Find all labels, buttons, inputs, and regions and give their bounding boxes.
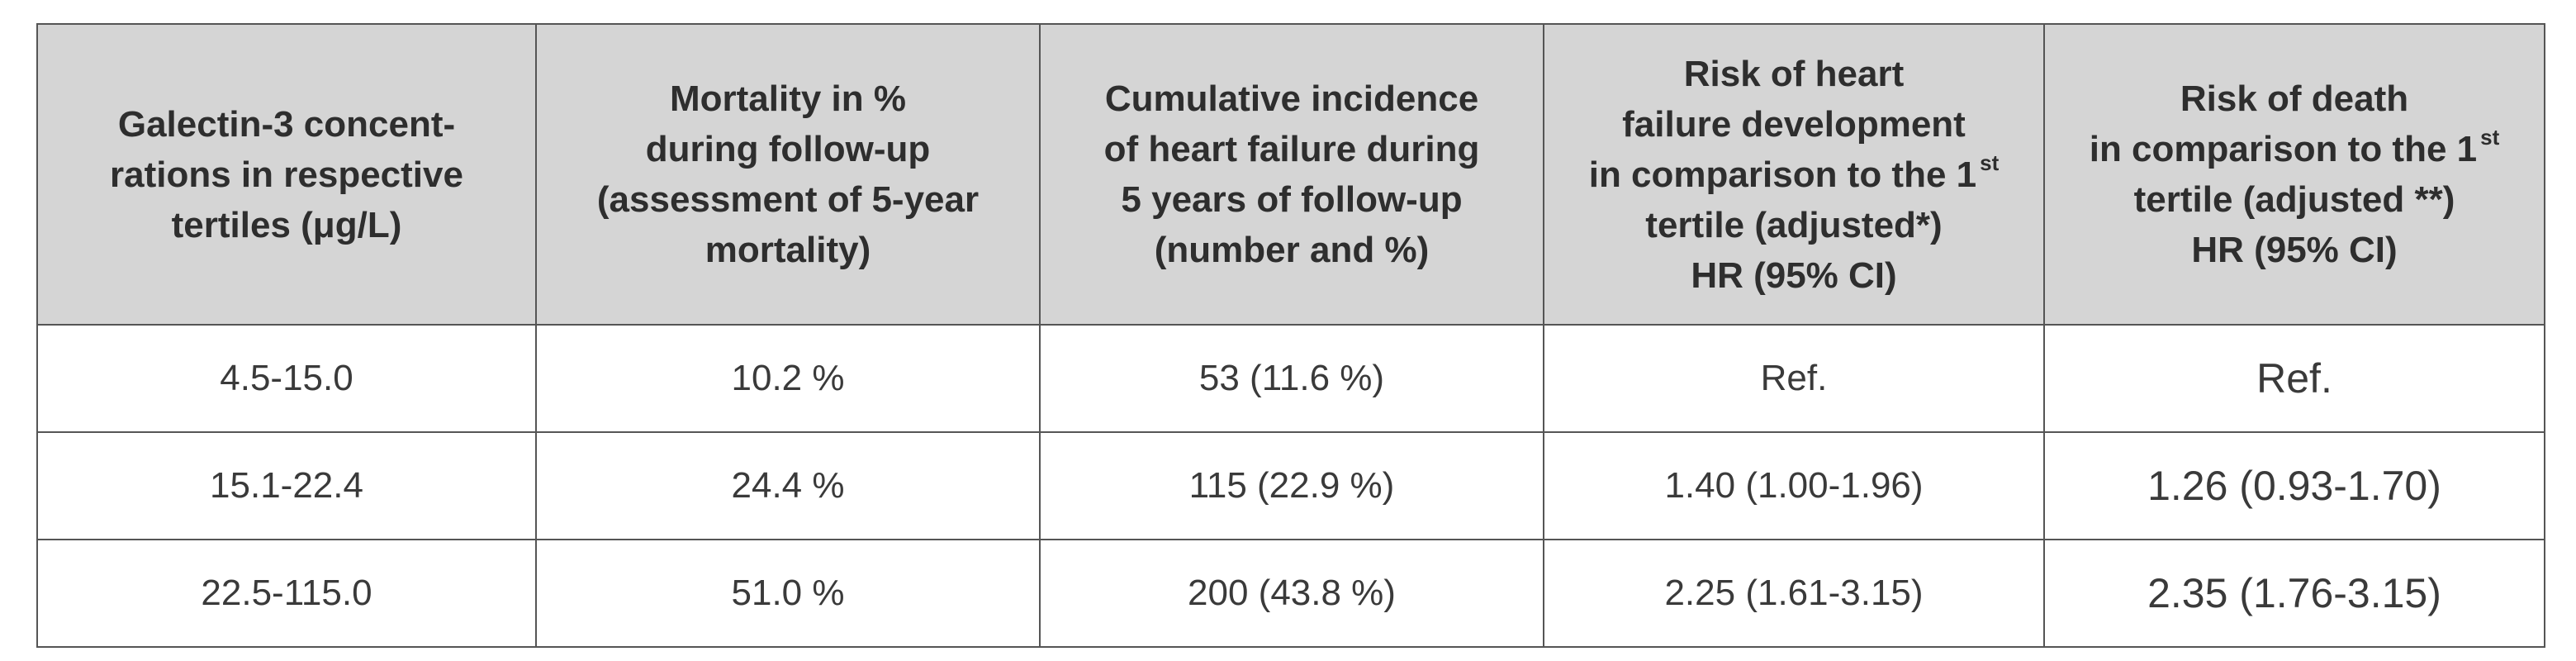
cell-death-risk: Ref. (2043, 324, 2545, 433)
header-line: tertiles (μg/L) (171, 204, 402, 245)
cell-death-risk: 2.35 (1.76-3.15) (2043, 539, 2545, 648)
header-mortality: Mortality in % during follow-up (assessm… (535, 23, 1041, 326)
header-line: Risk of death (2180, 78, 2409, 119)
header-line: (assessment of 5-year (596, 179, 980, 220)
header-line-text: in comparison to the 1 (2089, 129, 2478, 169)
header-line: mortality) (704, 230, 871, 270)
header-galectin-tertiles: Galectin-3 concent- rations in respectiv… (36, 23, 537, 326)
header-line-text: in comparison to the 1 (1588, 154, 1977, 195)
header-row: Galectin-3 concent- rations in respectiv… (36, 23, 2545, 326)
cell-hf-risk: 1.40 (1.00-1.96) (1543, 431, 2045, 540)
table-body: 4.5-15.0 10.2 % 53 (11.6 %) Ref. Ref. 15… (36, 324, 2545, 648)
header-line: Mortality in % (669, 78, 907, 119)
superscript: st (1980, 150, 2000, 175)
header-risk-heart-failure: Risk of heart failure development in com… (1543, 23, 2045, 326)
cell-tertile: 22.5-115.0 (36, 539, 537, 648)
cell-hf-risk: Ref. (1543, 324, 2045, 433)
header-line: tertile (adjusted*) (1645, 204, 1943, 245)
data-table-container: Galectin-3 concent- rations in respectiv… (36, 23, 2545, 648)
header-line: of heart failure during (1103, 129, 1480, 169)
header-line: HR (95% CI) (1691, 254, 1897, 296)
header-line: 5 years of follow-up (1121, 179, 1463, 220)
cell-hf-risk: 2.25 (1.61-3.15) (1543, 539, 2045, 648)
header-line: Cumulative incidence (1104, 78, 1479, 119)
cell-incidence: 115 (22.9 %) (1039, 431, 1544, 540)
header-line: failure development (1622, 103, 1966, 145)
header-line: HR (95% CI) (2191, 230, 2398, 270)
cell-incidence: 53 (11.6 %) (1039, 324, 1544, 433)
cell-tertile: 15.1-22.4 (36, 431, 537, 540)
table-header: Galectin-3 concent- rations in respectiv… (36, 23, 2545, 326)
table-row: 15.1-22.4 24.4 % 115 (22.9 %) 1.40 (1.00… (36, 431, 2545, 540)
header-line: during follow-up (645, 129, 931, 169)
header-line: (number and %) (1154, 230, 1430, 270)
header-line: Galectin-3 concent- (117, 103, 456, 145)
cell-incidence: 200 (43.8 %) (1039, 539, 1544, 648)
cell-tertile: 4.5-15.0 (36, 324, 537, 433)
header-line: tertile (adjusted **) (2133, 179, 2455, 220)
header-line: Risk of heart (1683, 53, 1905, 94)
header-line: rations in respective (110, 154, 463, 195)
cell-death-risk: 1.26 (0.93-1.70) (2043, 431, 2545, 540)
superscript: st (2480, 125, 2500, 150)
table-row: 4.5-15.0 10.2 % 53 (11.6 %) Ref. Ref. (36, 324, 2545, 433)
cell-mortality: 51.0 % (535, 539, 1041, 648)
galectin-3-table: Galectin-3 concent- rations in respectiv… (36, 23, 2545, 648)
cell-mortality: 24.4 % (535, 431, 1041, 540)
cell-mortality: 10.2 % (535, 324, 1041, 433)
header-cumulative-incidence: Cumulative incidence of heart failure du… (1039, 23, 1544, 326)
table-row: 22.5-115.0 51.0 % 200 (43.8 %) 2.25 (1.6… (36, 539, 2545, 648)
